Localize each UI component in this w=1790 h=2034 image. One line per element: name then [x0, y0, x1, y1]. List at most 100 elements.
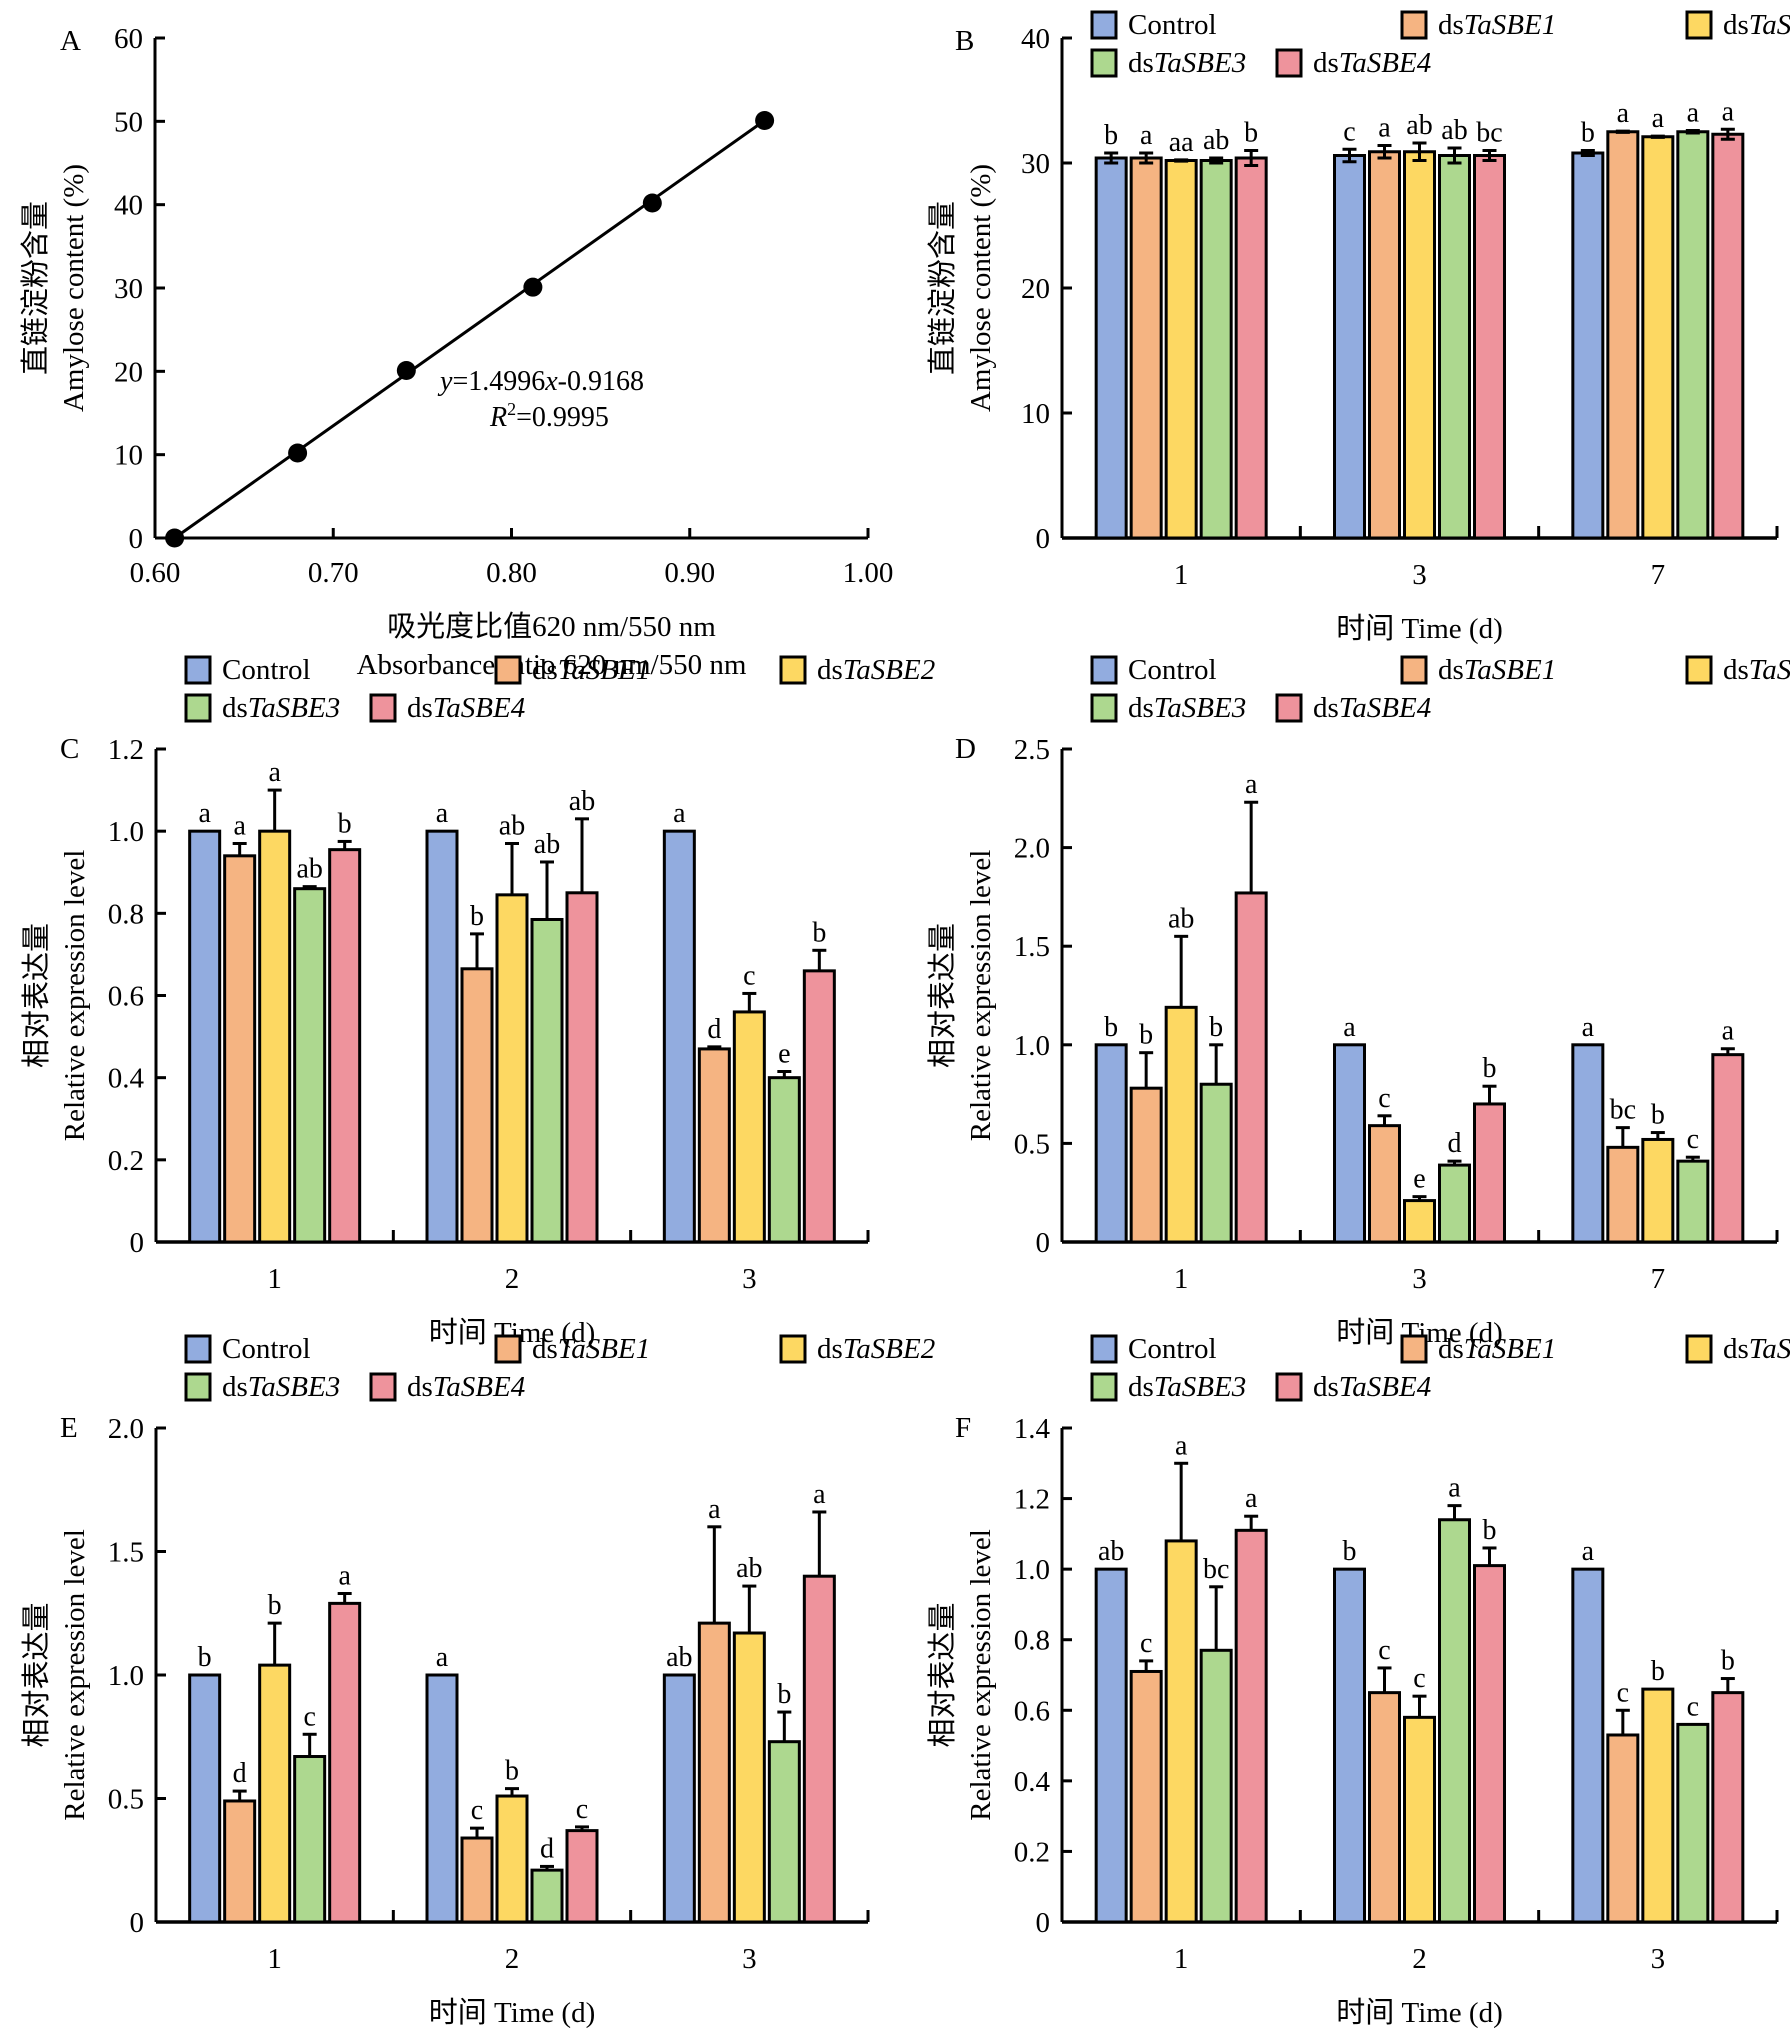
significance-label: d	[540, 1833, 554, 1864]
significance-label: d	[233, 1758, 247, 1789]
bar	[1129, 1086, 1163, 1244]
bar	[1403, 150, 1436, 540]
x-tick-label: 2	[1412, 1943, 1427, 1975]
bar	[732, 1010, 766, 1244]
legend-swatch	[1090, 1372, 1118, 1402]
regression-equation: y=1.4996x-0.9168	[437, 366, 644, 397]
x-axis-label: 时间 Time (d)	[429, 1996, 596, 2029]
legend-label: Control	[1128, 9, 1217, 41]
significance-label: b	[470, 901, 484, 932]
bar	[258, 829, 292, 1244]
legend-swatch	[1090, 1334, 1118, 1364]
legend-label: dsTaSBE1	[532, 1333, 650, 1365]
y-axis-label-en: Amylose content (%)	[58, 164, 90, 412]
bar	[530, 917, 564, 1244]
legend-swatch	[1400, 1334, 1428, 1364]
y-tick-label: 1.5	[1014, 931, 1050, 963]
significance-label: b	[1721, 1646, 1735, 1677]
y-axis-label-en: Relative expression level	[59, 850, 91, 1142]
significance-label: a	[1582, 1536, 1595, 1567]
bar	[565, 1829, 599, 1924]
y-tick-label: 0.6	[1014, 1695, 1050, 1727]
significance-label: a	[1175, 1430, 1188, 1461]
bar	[223, 1799, 257, 1924]
data-point	[288, 443, 308, 463]
bar	[1368, 150, 1401, 540]
significance-label: a	[1582, 1012, 1595, 1043]
y-tick-label: 30	[1021, 148, 1050, 180]
significance-label: c	[303, 1701, 315, 1732]
y-tick-label: 1.0	[108, 816, 144, 848]
y-tick-label: 20	[114, 356, 143, 388]
significance-label: c	[1413, 1663, 1425, 1694]
y-tick-label: 1.0	[1014, 1030, 1050, 1062]
significance-label: ab	[1203, 125, 1229, 156]
y-tick-label: 10	[114, 440, 143, 472]
significance-label: c	[1378, 1635, 1390, 1666]
significance-label: c	[576, 1794, 588, 1825]
bar	[1676, 1159, 1710, 1244]
legend-swatch	[779, 655, 807, 685]
bar	[1368, 1691, 1401, 1924]
y-tick-label: 1.0	[1014, 1554, 1050, 1586]
significance-label: bc	[1476, 118, 1502, 149]
panel-letter: D	[955, 733, 976, 765]
y-tick-label: 2.5	[1014, 734, 1050, 766]
legend-swatch	[184, 655, 212, 685]
significance-label: ab	[736, 1553, 762, 1584]
bar	[530, 1868, 564, 1924]
significance-label: b	[812, 917, 826, 948]
significance-label: a	[813, 1479, 826, 1510]
legend-swatch	[1685, 1334, 1713, 1364]
significance-label: b	[1581, 118, 1595, 149]
y-tick-label: 0.4	[108, 1063, 145, 1095]
y-tick-label: 0	[130, 1907, 145, 1939]
significance-label: e	[778, 1039, 790, 1070]
bar	[1473, 1564, 1506, 1924]
y-tick-label: 0.5	[108, 1784, 144, 1816]
bar	[1234, 1528, 1268, 1924]
bar	[802, 1574, 836, 1924]
significance-label: b	[1104, 1012, 1118, 1043]
bar	[328, 848, 362, 1244]
panel-letter: F	[955, 1412, 971, 1444]
y-tick-label: 0	[1036, 1907, 1051, 1939]
panel-c: C Control dsTaSBE1 dsTaSBE2 dsTaSBE3 dsTaSBE4…	[20, 654, 935, 1349]
significance-label: b	[1104, 120, 1118, 151]
bar	[732, 1631, 766, 1924]
significance-label: c	[1343, 116, 1355, 147]
y-tick-label: 0.4	[1014, 1766, 1051, 1798]
y-tick-label: 0.2	[108, 1145, 144, 1177]
y-axis-label-cn: 相对表达量	[20, 1602, 53, 1747]
legend-swatch	[369, 1372, 397, 1402]
bar	[188, 1673, 222, 1924]
significance-label: d	[1448, 1128, 1462, 1159]
legend-item-sbe4: dsTaSBE4	[1275, 47, 1431, 79]
bar	[1333, 154, 1366, 540]
data-point	[755, 111, 775, 130]
significance-label: ab	[296, 854, 322, 885]
significance-label: c	[1687, 1691, 1699, 1722]
significance-label: e	[1413, 1164, 1425, 1195]
legend-item-sbe4: dsTaSBE4	[369, 1371, 525, 1403]
significance-label: b	[1244, 118, 1258, 149]
x-tick-label: 0.90	[664, 557, 715, 589]
legend-item-sbe1: dsTaSBE1	[1400, 1333, 1556, 1365]
legend-item-control: Control	[184, 1333, 311, 1365]
significance-label: b	[1209, 1012, 1223, 1043]
x-tick-label: 1.00	[843, 557, 894, 589]
legend-item-sbe3: dsTaSBE3	[1090, 692, 1246, 724]
legend-item-control: Control	[1090, 654, 1217, 686]
y-tick-label: 0	[1036, 1227, 1051, 1259]
bar	[1473, 154, 1506, 540]
bar	[662, 1673, 696, 1924]
bar	[293, 1755, 327, 1924]
legend-label: dsTaSBE1	[1438, 654, 1556, 686]
x-tick-label: 1	[1174, 1943, 1189, 1975]
legend-swatch	[184, 693, 212, 723]
legend-label: dsTaSBE4	[1313, 47, 1431, 79]
significance-label: bc	[1203, 1554, 1229, 1585]
y-axis-label: 直链淀粉含量 Amylose content (%)	[926, 164, 997, 412]
bar	[565, 891, 599, 1244]
significance-label: aa	[1169, 127, 1194, 158]
